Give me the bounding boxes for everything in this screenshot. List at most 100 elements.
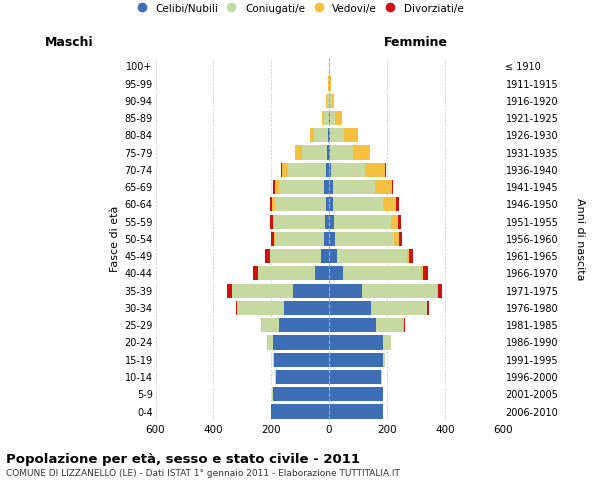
Bar — [236, 301, 237, 315]
Bar — [343, 266, 421, 280]
Bar — [385, 163, 386, 177]
Bar — [273, 352, 274, 367]
Bar — [328, 94, 329, 108]
Bar — [274, 232, 275, 246]
Bar — [262, 318, 278, 332]
Bar — [394, 232, 398, 246]
Bar — [270, 198, 272, 211]
Bar — [293, 284, 329, 298]
Text: Femmine: Femmine — [384, 36, 448, 49]
Bar — [332, 94, 334, 108]
Bar — [265, 249, 270, 263]
Bar — [392, 180, 394, 194]
Bar — [329, 318, 376, 332]
Legend: Celibi/Nubili, Coniugati/e, Vedovi/e, Divorziati/e: Celibi/Nubili, Coniugati/e, Vedovi/e, Di… — [133, 0, 467, 16]
Bar — [398, 214, 401, 228]
Bar — [227, 284, 232, 298]
Bar — [284, 301, 329, 315]
Bar — [281, 163, 282, 177]
Bar — [362, 284, 437, 298]
Bar — [391, 214, 398, 228]
Bar — [329, 352, 383, 367]
Bar — [329, 404, 383, 418]
Bar — [322, 111, 325, 125]
Bar — [274, 214, 325, 228]
Text: Maschi: Maschi — [44, 36, 93, 49]
Bar — [321, 249, 329, 263]
Bar — [328, 146, 329, 160]
Bar — [326, 94, 328, 108]
Bar — [374, 180, 392, 194]
Bar — [376, 318, 403, 332]
Bar — [324, 232, 329, 246]
Bar — [371, 301, 427, 315]
Bar — [329, 76, 330, 90]
Bar — [335, 232, 394, 246]
Bar — [279, 180, 324, 194]
Bar — [275, 370, 329, 384]
Bar — [325, 111, 329, 125]
Bar — [409, 249, 413, 263]
Bar — [334, 214, 391, 228]
Text: COMUNE DI LIZZANELLO (LE) - Dati ISTAT 1° gennaio 2011 - Elaborazione TUTTITALIA: COMUNE DI LIZZANELLO (LE) - Dati ISTAT 1… — [6, 469, 400, 478]
Text: Popolazione per età, sesso e stato civile - 2011: Popolazione per età, sesso e stato civil… — [6, 452, 360, 466]
Bar — [278, 318, 329, 332]
Bar — [330, 128, 344, 142]
Bar — [238, 301, 284, 315]
Bar — [253, 266, 257, 280]
Bar — [383, 198, 396, 211]
Bar — [328, 128, 329, 142]
Bar — [407, 249, 409, 263]
Bar — [273, 336, 329, 349]
Bar — [273, 387, 329, 402]
Bar — [273, 180, 275, 194]
Bar — [272, 198, 275, 211]
Bar — [326, 163, 329, 177]
Bar — [275, 180, 279, 194]
Bar — [422, 266, 428, 280]
Bar — [326, 198, 329, 211]
Bar — [329, 198, 332, 211]
Bar — [329, 232, 335, 246]
Bar — [275, 198, 326, 211]
Bar — [353, 146, 370, 160]
Bar — [273, 214, 274, 228]
Bar — [314, 266, 329, 280]
Bar — [332, 180, 374, 194]
Bar — [330, 111, 335, 125]
Bar — [282, 163, 288, 177]
Bar — [398, 232, 402, 246]
Bar — [274, 352, 329, 367]
Bar — [310, 128, 314, 142]
Bar — [421, 266, 422, 280]
Bar — [329, 249, 337, 263]
Bar — [427, 301, 428, 315]
Bar — [329, 94, 332, 108]
Y-axis label: Anni di nascita: Anni di nascita — [575, 198, 585, 280]
Bar — [329, 284, 362, 298]
Bar — [331, 163, 365, 177]
Bar — [329, 163, 331, 177]
Bar — [383, 336, 391, 349]
Bar — [396, 198, 398, 211]
Bar — [271, 404, 329, 418]
Bar — [329, 336, 383, 349]
Bar — [325, 214, 329, 228]
Bar — [270, 214, 273, 228]
Bar — [332, 198, 383, 211]
Bar — [330, 146, 353, 160]
Bar — [302, 146, 328, 160]
Bar — [329, 214, 334, 228]
Bar — [329, 370, 381, 384]
Bar — [295, 146, 302, 160]
Bar — [335, 111, 342, 125]
Bar — [337, 249, 407, 263]
Bar — [232, 284, 293, 298]
Bar — [271, 249, 321, 263]
Bar — [314, 128, 328, 142]
Bar — [365, 163, 385, 177]
Bar — [329, 266, 343, 280]
Bar — [288, 163, 326, 177]
Bar — [329, 146, 330, 160]
Bar — [329, 387, 383, 402]
